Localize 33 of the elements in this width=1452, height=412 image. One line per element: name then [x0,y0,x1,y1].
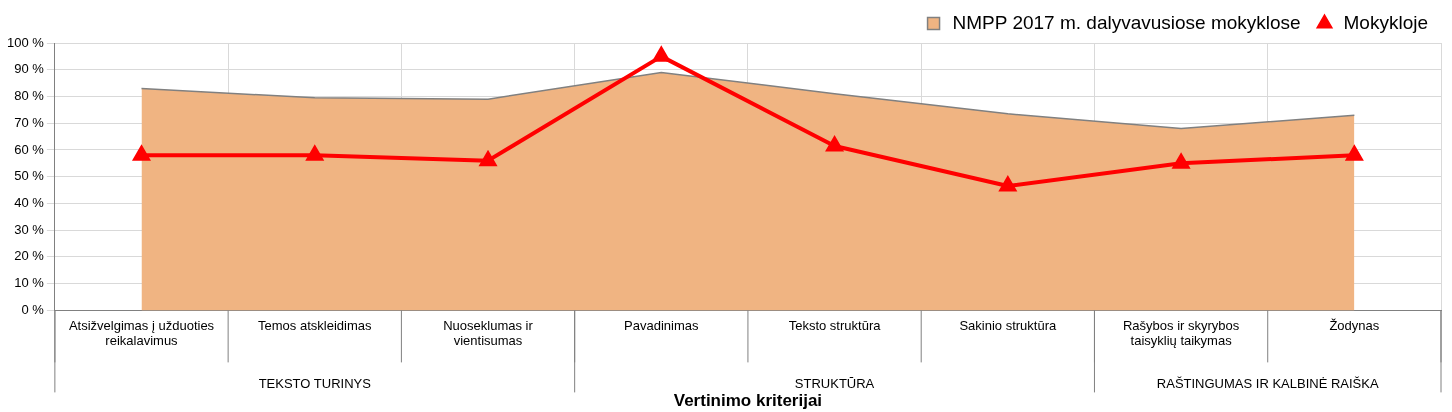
y-tick-label: 50 % [14,168,45,184]
x-tick-label: Teksto struktūra [788,317,882,333]
x-tick-label: Temos atskleidimas [258,317,372,333]
x-tick-label: Rašybos ir skyrybos taisyklių taikymas [1122,317,1240,349]
x-tick-label: Sakinio struktūra [959,317,1058,333]
point [1173,154,1190,169]
text: TEKSTO TURINYS [258,375,372,391]
y-tick-label: 60 % [14,141,45,157]
y-tick-label: 40 % [14,195,45,211]
point [133,146,150,161]
point [999,177,1016,192]
y-tick-label: 20 % [14,248,45,264]
point [653,47,670,62]
point [479,151,497,167]
y-tick-label: 0 % [21,301,45,317]
y-tick-label: 70 % [14,114,45,130]
y-tick-label: 80 % [14,88,45,104]
y-tick-label: 90 % [14,61,45,77]
text: STRUKTŪRA [794,375,875,391]
x-tick-label: Atsižvelgimas į užduoties reikalavimus [68,317,215,349]
point [826,136,843,152]
y-tick-label: 10 % [14,275,45,291]
legend-label: NMPP 2017 m. dalyvavusiose mokyklose [952,11,1301,33]
x-tick-label: Nuoseklumas ir vientisumas [443,317,534,349]
y-tick-label: 30 % [14,221,45,237]
text: RAŠTINGUMAS IR KALBINĖ RAIŠKA [1156,375,1379,391]
x-tick-label: Pavadinimas [624,317,699,333]
legend-label: Mokykloje [1343,11,1429,33]
point [1346,146,1363,161]
point [306,146,323,161]
x-axis-title: Vertinimo kriterijai [673,391,823,411]
x-tick-label: Žodynas [1329,317,1380,333]
y-tick-label: 100 % [6,34,45,50]
